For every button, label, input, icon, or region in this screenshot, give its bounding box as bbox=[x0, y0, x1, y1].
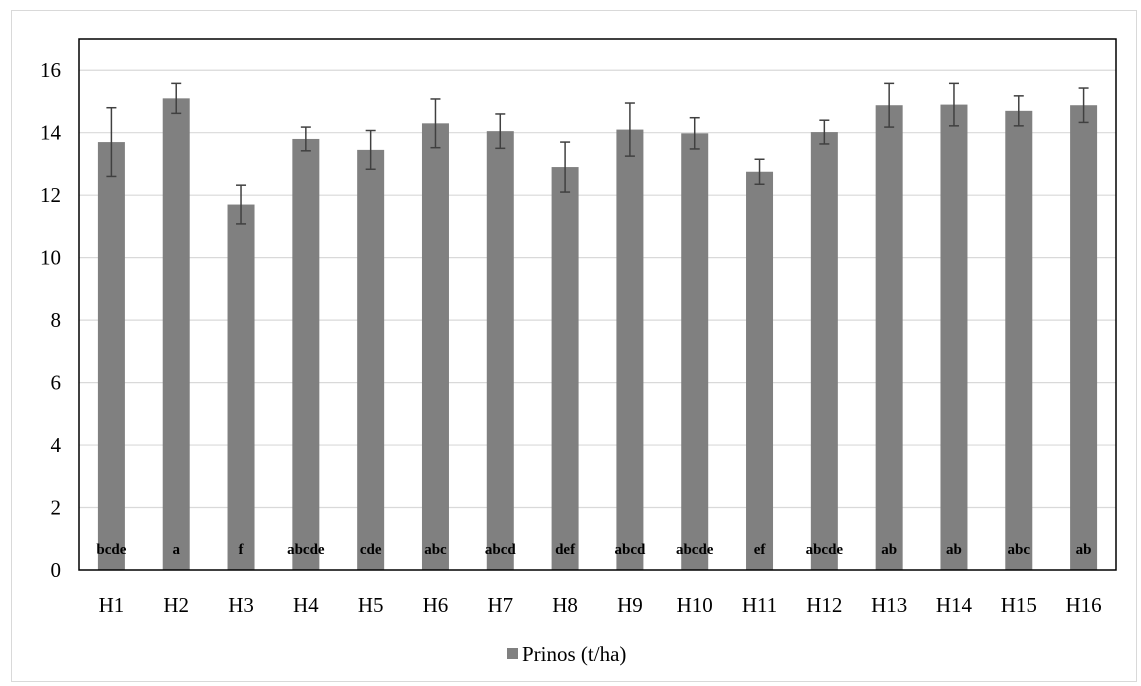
bar bbox=[421, 123, 449, 570]
y-tick-label: 16 bbox=[40, 58, 61, 82]
legend-label: Prinos (t/ha) bbox=[522, 642, 626, 666]
x-tick-label: H7 bbox=[487, 593, 513, 617]
significance-letter: ab bbox=[1076, 542, 1092, 558]
significance-letter: cde bbox=[360, 542, 382, 558]
y-tick-label: 0 bbox=[51, 558, 62, 582]
significance-letter: ab bbox=[881, 542, 897, 558]
significance-letter: def bbox=[555, 542, 576, 558]
significance-letter: abcde bbox=[806, 542, 844, 558]
x-tick-label: H3 bbox=[228, 593, 254, 617]
x-tick-label: H12 bbox=[806, 593, 842, 617]
x-tick-label: H4 bbox=[293, 593, 319, 617]
bar bbox=[875, 105, 903, 571]
y-tick-label: 12 bbox=[40, 183, 61, 207]
x-tick-label: H13 bbox=[871, 593, 907, 617]
x-tick-label: H11 bbox=[742, 593, 777, 617]
x-tick-label: H10 bbox=[677, 593, 713, 617]
bar bbox=[227, 204, 255, 570]
x-tick-label: H15 bbox=[1001, 593, 1037, 617]
plot-area-border bbox=[78, 38, 1117, 571]
x-tick-label: H5 bbox=[358, 593, 384, 617]
bar bbox=[486, 131, 514, 571]
y-tick-label: 14 bbox=[40, 121, 62, 145]
significance-letter: ab bbox=[946, 542, 962, 558]
bar bbox=[292, 138, 320, 570]
legend: Prinos (t/ha) bbox=[507, 642, 626, 666]
bar bbox=[162, 98, 190, 571]
y-tick-label: 6 bbox=[51, 371, 62, 395]
x-tick-label: H9 bbox=[617, 593, 643, 617]
bar bbox=[357, 149, 385, 570]
significance-letter: abcde bbox=[287, 542, 325, 558]
x-tick-label: H2 bbox=[163, 593, 189, 617]
bar bbox=[616, 129, 644, 571]
error-bars bbox=[106, 82, 1089, 225]
significance-letter: abc bbox=[424, 542, 447, 558]
significance-letter: abcd bbox=[485, 542, 517, 558]
y-tick-label: 8 bbox=[51, 308, 62, 332]
y-axis-ticks: 0 2 4 6 8 10 12 14 16 bbox=[40, 58, 62, 582]
x-tick-label: H8 bbox=[552, 593, 578, 617]
significance-letter: bcde bbox=[96, 542, 126, 558]
y-tick-label: 10 bbox=[40, 246, 61, 270]
bar bbox=[551, 167, 579, 571]
significance-letter: abc bbox=[1008, 542, 1031, 558]
legend-swatch bbox=[507, 648, 518, 659]
x-tick-label: H14 bbox=[936, 593, 973, 617]
bar bbox=[746, 171, 774, 570]
significance-letter: abcde bbox=[676, 542, 714, 558]
bar bbox=[1070, 105, 1098, 571]
significance-letter: a bbox=[172, 542, 180, 558]
x-axis-ticks: H1 H2 H3 H4 H5 H6 H7 H8 H9 H10 H11 H12 H13 H14 H15 H16 bbox=[99, 593, 1102, 617]
x-tick-label: H6 bbox=[423, 593, 449, 617]
bar bbox=[940, 104, 968, 570]
bar bbox=[1005, 110, 1033, 570]
significance-letters: bcde a f abcde cde abc abcd def abcd abcde ef abcde… bbox=[96, 542, 1091, 558]
significance-letter: ef bbox=[754, 542, 767, 558]
y-tick-label: 4 bbox=[51, 433, 62, 457]
bars bbox=[97, 98, 1098, 571]
y-tick-label: 2 bbox=[51, 496, 62, 520]
bar bbox=[810, 132, 838, 570]
bar bbox=[681, 133, 709, 571]
x-tick-label: H1 bbox=[99, 593, 125, 617]
bar bbox=[97, 142, 125, 570]
significance-letter: f bbox=[239, 542, 245, 558]
significance-letter: abcd bbox=[614, 542, 646, 558]
x-tick-label: H16 bbox=[1066, 593, 1102, 617]
